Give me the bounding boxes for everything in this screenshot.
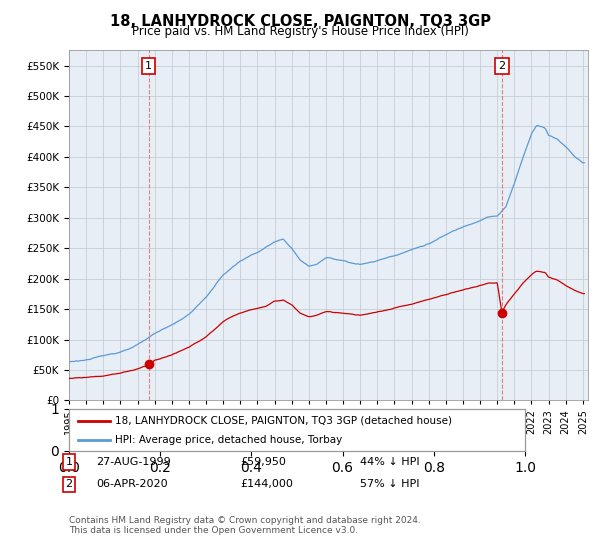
Text: 1: 1 (145, 61, 152, 71)
Text: HPI: Average price, detached house, Torbay: HPI: Average price, detached house, Torb… (115, 435, 342, 445)
Text: £144,000: £144,000 (240, 479, 293, 489)
Text: 18, LANHYDROCK CLOSE, PAIGNTON, TQ3 3GP: 18, LANHYDROCK CLOSE, PAIGNTON, TQ3 3GP (110, 14, 491, 29)
Text: 06-APR-2020: 06-APR-2020 (96, 479, 167, 489)
Text: Contains HM Land Registry data © Crown copyright and database right 2024.
This d: Contains HM Land Registry data © Crown c… (69, 516, 421, 535)
Text: 57% ↓ HPI: 57% ↓ HPI (360, 479, 419, 489)
Text: 18, LANHYDROCK CLOSE, PAIGNTON, TQ3 3GP (detached house): 18, LANHYDROCK CLOSE, PAIGNTON, TQ3 3GP … (115, 416, 452, 426)
Text: 2: 2 (498, 61, 505, 71)
Text: 27-AUG-1999: 27-AUG-1999 (96, 457, 171, 467)
Text: 2: 2 (65, 479, 73, 489)
Text: 1: 1 (65, 457, 73, 467)
Text: £59,950: £59,950 (240, 457, 286, 467)
Text: 44% ↓ HPI: 44% ↓ HPI (360, 457, 419, 467)
Text: Price paid vs. HM Land Registry's House Price Index (HPI): Price paid vs. HM Land Registry's House … (131, 25, 469, 38)
